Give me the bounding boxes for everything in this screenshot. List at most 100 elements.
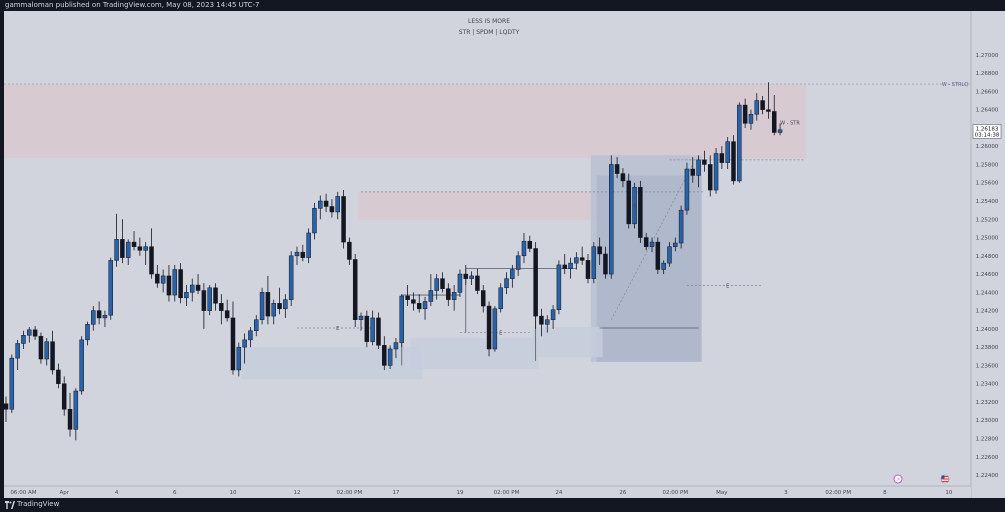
candle-33 bbox=[195, 274, 201, 295]
candle-44 bbox=[259, 287, 265, 325]
candle-93 bbox=[545, 315, 550, 333]
candle-32 bbox=[189, 278, 195, 302]
price-tick-23: 1.22400 bbox=[976, 473, 999, 479]
candle-124 bbox=[725, 137, 730, 170]
chart-title: LESS IS MORE bbox=[468, 18, 510, 25]
candle-34 bbox=[201, 283, 207, 329]
candle-61 bbox=[358, 312, 364, 331]
candle-65 bbox=[382, 336, 387, 370]
candle-67 bbox=[393, 338, 399, 359]
candle-96 bbox=[562, 253, 567, 275]
publish-header: gammaloman published on TradingView.com,… bbox=[0, 0, 1005, 11]
candle-100 bbox=[585, 253, 591, 284]
time-tick-14: 3 bbox=[784, 490, 788, 496]
price-tick-16: 1.23800 bbox=[976, 345, 999, 351]
candle-83 bbox=[486, 301, 492, 357]
candle-14 bbox=[85, 321, 90, 346]
candle-79 bbox=[463, 264, 469, 286]
candle-37 bbox=[219, 294, 224, 325]
candle-58 bbox=[341, 190, 346, 249]
time-tick-13: May bbox=[716, 490, 728, 496]
tradingview-logo-icon bbox=[5, 501, 15, 509]
candle-78 bbox=[457, 269, 463, 297]
candle-31 bbox=[184, 285, 189, 307]
plot-area bbox=[4, 11, 971, 486]
event-icon[interactable]: ↗ bbox=[893, 474, 903, 484]
price-chart[interactable]: 1.270001.268001.266001.264001.262001.260… bbox=[0, 11, 1005, 498]
candle-54 bbox=[318, 195, 323, 220]
candle-36 bbox=[213, 283, 218, 311]
candle-52 bbox=[306, 228, 311, 264]
candle-21 bbox=[125, 239, 131, 265]
candle-119 bbox=[696, 155, 701, 188]
candle-104 bbox=[609, 155, 614, 279]
price-tick-8: 1.25400 bbox=[976, 199, 999, 205]
time-tick-15: 02:00 PM bbox=[825, 490, 851, 496]
price-tick-11: 1.24800 bbox=[976, 254, 999, 260]
time-tick-8: 19 bbox=[456, 490, 463, 496]
candle-8 bbox=[50, 330, 55, 375]
candle-125 bbox=[731, 135, 736, 185]
candle-2 bbox=[15, 339, 20, 370]
us-flag-icon[interactable] bbox=[940, 474, 950, 484]
candle-4 bbox=[27, 327, 32, 343]
candle-89 bbox=[521, 232, 527, 264]
candle-133 bbox=[777, 123, 783, 136]
price-tick-0: 1.27000 bbox=[976, 53, 999, 59]
price-tick-7: 1.25600 bbox=[976, 181, 999, 187]
candle-35 bbox=[207, 285, 212, 316]
candle-107 bbox=[626, 173, 631, 229]
candle-25 bbox=[149, 228, 154, 279]
time-tick-3: 6 bbox=[173, 490, 177, 496]
candle-28 bbox=[166, 264, 172, 302]
candle-109 bbox=[638, 180, 643, 244]
annotation-1: W - STR bbox=[780, 120, 800, 126]
time-ticks: 06:00 AM Apr 4 6 10 12 02:00 PM 17 19 02:00 PM 24 2… bbox=[10, 490, 952, 496]
candle-63 bbox=[370, 310, 375, 346]
time-tick-7: 17 bbox=[392, 490, 399, 496]
diagonal-move-line bbox=[610, 164, 694, 320]
price-ticks: 1.270001.268001.266001.264001.262001.260… bbox=[976, 53, 999, 479]
time-axis[interactable] bbox=[4, 486, 971, 498]
candle-127 bbox=[742, 98, 748, 128]
price-tick-12: 1.24600 bbox=[976, 272, 999, 278]
time-tick-9: 02:00 PM bbox=[494, 490, 520, 496]
zone-5 bbox=[410, 338, 539, 370]
candle-50 bbox=[294, 246, 300, 265]
candle-111 bbox=[649, 237, 655, 253]
candle-112 bbox=[655, 237, 661, 275]
price-tick-22: 1.22600 bbox=[976, 455, 999, 461]
candle-69 bbox=[405, 285, 410, 307]
candle-116 bbox=[678, 205, 684, 249]
candle-95 bbox=[556, 260, 562, 315]
candle-24 bbox=[143, 242, 148, 265]
candle-51 bbox=[300, 244, 306, 262]
candle-45 bbox=[265, 275, 271, 325]
candle-102 bbox=[597, 237, 602, 265]
candle-27 bbox=[160, 269, 166, 293]
candle-98 bbox=[574, 252, 579, 270]
candle-87 bbox=[510, 264, 515, 288]
candle-114 bbox=[667, 242, 672, 267]
candle-97 bbox=[568, 257, 573, 279]
candle-130 bbox=[760, 95, 765, 115]
candle-53 bbox=[312, 202, 317, 240]
time-tick-1: Apr bbox=[59, 490, 69, 496]
footer-bar: TradingView bbox=[0, 498, 1005, 512]
candle-68 bbox=[399, 294, 405, 348]
candle-123 bbox=[719, 146, 725, 170]
candle-121 bbox=[707, 155, 713, 197]
published-text: gammaloman published on TradingView.com,… bbox=[5, 1, 260, 9]
candle-56 bbox=[329, 199, 335, 218]
candle-77 bbox=[451, 285, 457, 311]
time-tick-5: 12 bbox=[294, 490, 301, 496]
candle-7 bbox=[44, 338, 49, 366]
price-axis[interactable] bbox=[971, 11, 1005, 498]
candle-5 bbox=[32, 326, 38, 340]
candle-49 bbox=[288, 251, 294, 307]
candle-75 bbox=[440, 272, 445, 293]
candle-26 bbox=[155, 264, 160, 288]
candle-62 bbox=[364, 310, 370, 348]
candle-41 bbox=[242, 333, 247, 364]
candle-132 bbox=[771, 95, 777, 136]
